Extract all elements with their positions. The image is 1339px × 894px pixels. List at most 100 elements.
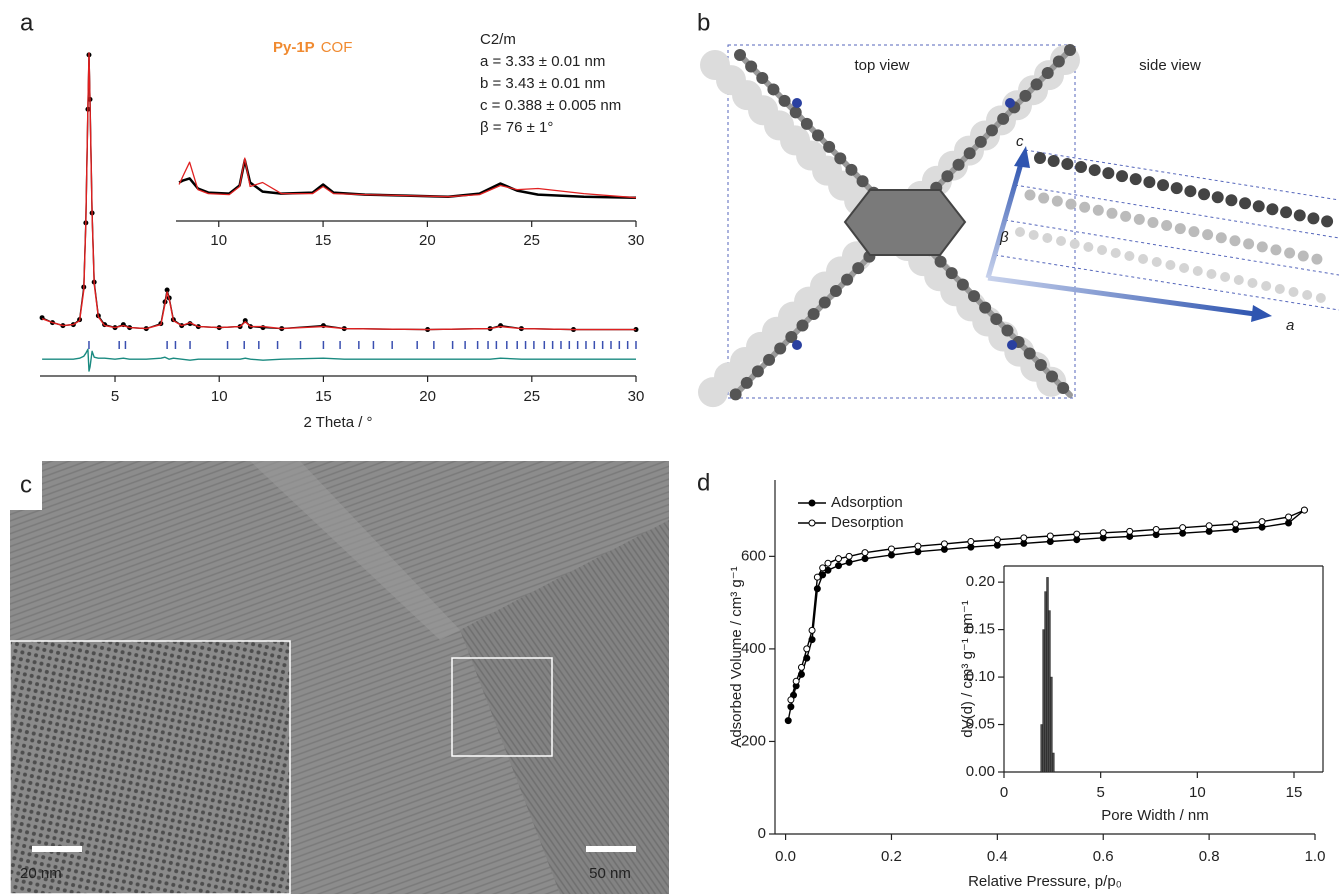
- x-tick-label: 0.6: [1093, 848, 1114, 865]
- scale-bar: [586, 846, 636, 852]
- legend-label: Adsorption: [831, 494, 903, 511]
- legend-marker: [809, 520, 815, 526]
- x-axis-label: 2 Theta / °: [303, 414, 372, 431]
- axis-letter: β: [999, 229, 1009, 246]
- x-tick-label: 15: [1286, 784, 1303, 801]
- data-point: [862, 556, 868, 562]
- scale-bar: [32, 846, 82, 852]
- y-tick-label: 0: [758, 825, 766, 842]
- data-point: [1180, 525, 1186, 531]
- histogram-bar: [1050, 677, 1052, 772]
- y-axis-label: Adsorbed Volume / cm³ g⁻¹: [728, 566, 745, 747]
- chart-title: Py-1P COF: [273, 39, 352, 56]
- data-point: [994, 537, 1000, 543]
- series-line: [42, 53, 636, 330]
- x-tick-label: 5: [1096, 784, 1104, 801]
- x-tick-label: 0.0: [775, 848, 796, 865]
- structure-panel: b top view side view: [697, 9, 1339, 398]
- figure: b top view side view: [0, 0, 1339, 894]
- data-point: [1286, 520, 1292, 526]
- x-axis-label: Relative Pressure, p/p₀: [968, 873, 1122, 890]
- data-point: [1021, 535, 1027, 541]
- data-point: [788, 697, 794, 703]
- x-tick-label: 30: [628, 232, 645, 249]
- data-point: [1047, 533, 1053, 539]
- side-view: c β a: [988, 133, 1339, 334]
- tem-inset: [10, 641, 290, 894]
- view-label: side view: [1139, 57, 1201, 74]
- data-point: [825, 560, 831, 566]
- data-point: [785, 718, 791, 724]
- data-point: [804, 646, 810, 652]
- data-point: [793, 678, 799, 684]
- data-point: [1301, 507, 1307, 513]
- title-part: Py-1P: [273, 39, 315, 56]
- x-tick-label: 15: [315, 232, 332, 249]
- data-point: [1233, 521, 1239, 527]
- annotation: c = 0.388 ± 0.005 nm: [480, 97, 621, 114]
- axis-letter: c: [1016, 133, 1024, 150]
- data-point: [888, 546, 894, 552]
- data-point: [941, 541, 947, 547]
- annotation: a = 3.33 ± 0.01 nm: [480, 53, 605, 70]
- data-point: [798, 664, 804, 670]
- data-point: [968, 539, 974, 545]
- tem-panel: c 20 nm 50 nm: [10, 461, 669, 894]
- y-tick-label: 600: [741, 547, 766, 564]
- histogram-bar: [1045, 592, 1047, 772]
- data-point: [836, 556, 842, 562]
- data-point: [846, 553, 852, 559]
- data-point: [814, 574, 820, 580]
- panel-label: b: [697, 9, 710, 36]
- data-point: [862, 550, 868, 556]
- x-tick-label: 25: [523, 232, 540, 249]
- x-tick-label: 0.4: [987, 848, 1008, 865]
- panel-label: d: [697, 469, 710, 496]
- panel-label: a: [20, 9, 34, 36]
- annotation: b = 3.43 ± 0.01 nm: [480, 75, 605, 92]
- x-tick-label: 20: [419, 388, 436, 405]
- data-point: [809, 627, 815, 633]
- data-point: [820, 565, 826, 571]
- data-point: [1127, 528, 1133, 534]
- y-axis-label: dV(d) / cm³ g⁻¹ nm⁻¹: [959, 600, 976, 738]
- data-point: [1153, 527, 1159, 533]
- x-axis-label: Pore Width / nm: [1101, 807, 1209, 824]
- y-tick-label: 0.20: [966, 573, 995, 590]
- histogram-bar: [1052, 753, 1054, 772]
- data-point: [915, 543, 921, 549]
- data-point: [1206, 523, 1212, 529]
- histogram-bar: [1047, 577, 1049, 772]
- series-line: [179, 158, 636, 198]
- axis-letter: a: [1286, 317, 1294, 334]
- x-tick-label: 5: [111, 388, 119, 405]
- data-point: [1100, 530, 1106, 536]
- x-tick-label: 10: [210, 232, 227, 249]
- x-tick-label: 30: [628, 388, 645, 405]
- legend-label: Desorption: [831, 514, 904, 531]
- scale-label: 20 nm: [20, 865, 62, 882]
- scale-label: 50 nm: [589, 865, 631, 882]
- histogram-bar: [1041, 725, 1043, 772]
- series-line: [42, 349, 636, 371]
- view-label: top view: [854, 57, 909, 74]
- annotation: β = 76 ± 1°: [480, 119, 553, 136]
- page: b top view side view: [0, 0, 1339, 894]
- data-point: [836, 563, 842, 569]
- x-tick-label: 0.8: [1199, 848, 1220, 865]
- data-point: [846, 559, 852, 565]
- histogram-bar: [1043, 630, 1045, 772]
- data-point: [1286, 514, 1292, 520]
- x-tick-label: 10: [211, 388, 228, 405]
- data-point: [1259, 519, 1265, 525]
- x-tick-label: 0: [1000, 784, 1008, 801]
- x-tick-label: 0.2: [881, 848, 902, 865]
- legend-marker: [809, 500, 815, 506]
- data-point: [1074, 531, 1080, 537]
- title-part: COF: [321, 39, 353, 56]
- data-point: [814, 586, 820, 592]
- data-point: [788, 704, 794, 710]
- data-point: [888, 552, 894, 558]
- x-tick-label: 1.0: [1305, 848, 1326, 865]
- x-tick-label: 25: [523, 388, 540, 405]
